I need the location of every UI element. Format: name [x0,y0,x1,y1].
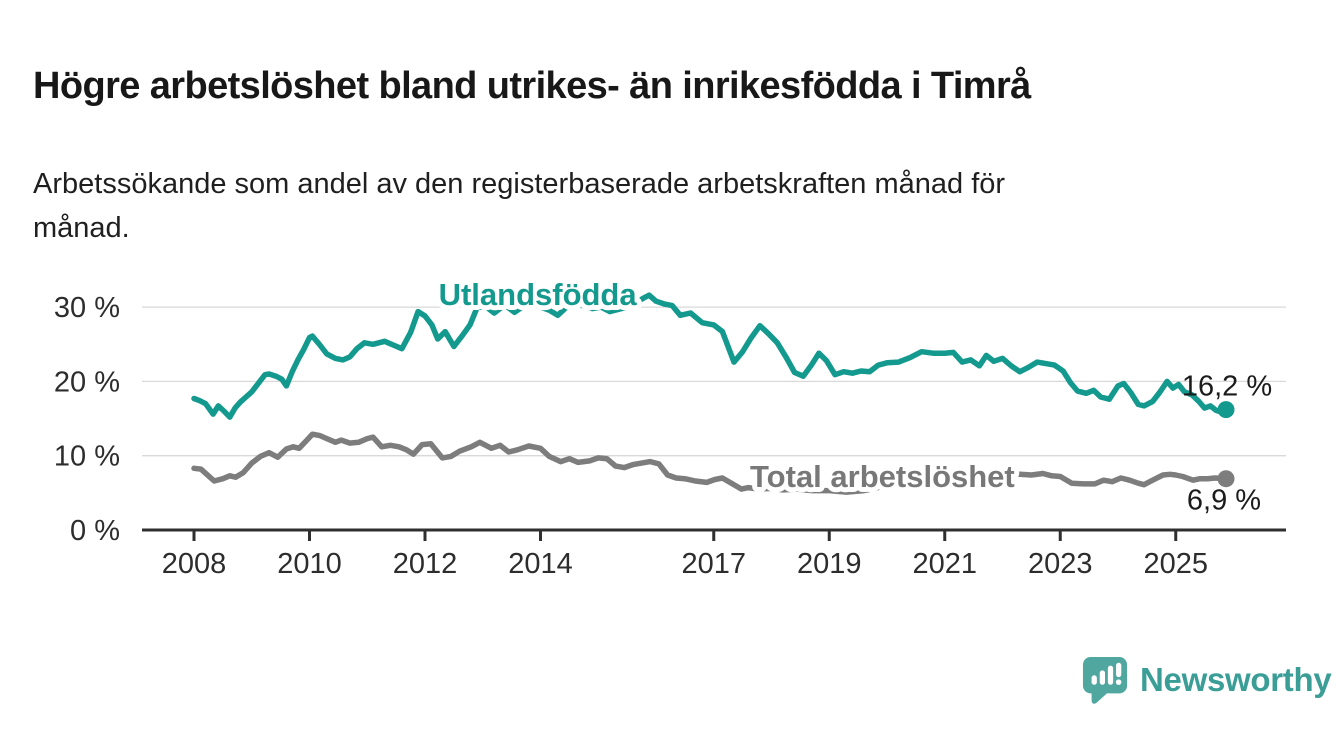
series-end-dot-utlandsfodda [1217,401,1235,419]
logo-bar-short [1091,675,1097,685]
logo-exclamation-bar [1116,662,1122,678]
logo-bar-medium [1099,670,1105,685]
series-end-dot-total-arbetsloshet [1217,470,1235,488]
x-axis-label-2023: 2023 [1028,548,1093,580]
series-end-value-total-arbetsloshet: 6,9 % [1187,485,1261,517]
y-axis-label-30: 30 % [54,292,120,324]
x-axis-label-2008: 2008 [162,548,227,580]
newsworthy-logo-text: Newsworthy [1140,661,1332,698]
series-end-value-utlandsfodda: 16,2 % [1182,371,1272,403]
y-axis-label-0: 0 % [70,515,120,547]
newsworthy-logo: Newsworthy [1082,653,1332,707]
series-line-utlandsfodda [191,292,1229,420]
x-axis-label-2025: 2025 [1143,548,1208,580]
x-axis-label-2021: 2021 [912,548,977,580]
newsworthy-logo-icon [1082,657,1128,704]
chart-title: Högre arbetslöshet bland utrikes- än inr… [33,65,1031,108]
x-axis-label-2014: 2014 [508,548,573,580]
x-axis-label-2019: 2019 [797,548,862,580]
series-line-total-arbetsloshet [191,431,1229,495]
x-axis-label-2010: 2010 [277,548,342,580]
y-axis-label-10: 10 % [54,441,120,473]
x-axis-label-2012: 2012 [393,548,458,580]
y-axis-label-20: 20 % [54,366,120,398]
chart-subtitle-line-1: Arbetssökande som andel av den registerb… [33,168,1006,200]
chart-subtitle: Arbetssökande som andel av den registerb… [33,162,1005,250]
logo-exclamation-dot [1115,679,1122,685]
logo-bar-tall [1107,665,1114,685]
series-label-utlandsfodda: Utlandsfödda [439,277,638,312]
series-label-total-arbetsloshet: Total arbetslöshet [750,459,1015,494]
chart-subtitle-line-2: månad. [33,212,130,244]
x-axis-label-2017: 2017 [681,548,746,580]
line-chart: 0 % 10 % 20 % 30 % 2008 2010 2012 2014 2017 2019 2… [53,277,1286,580]
